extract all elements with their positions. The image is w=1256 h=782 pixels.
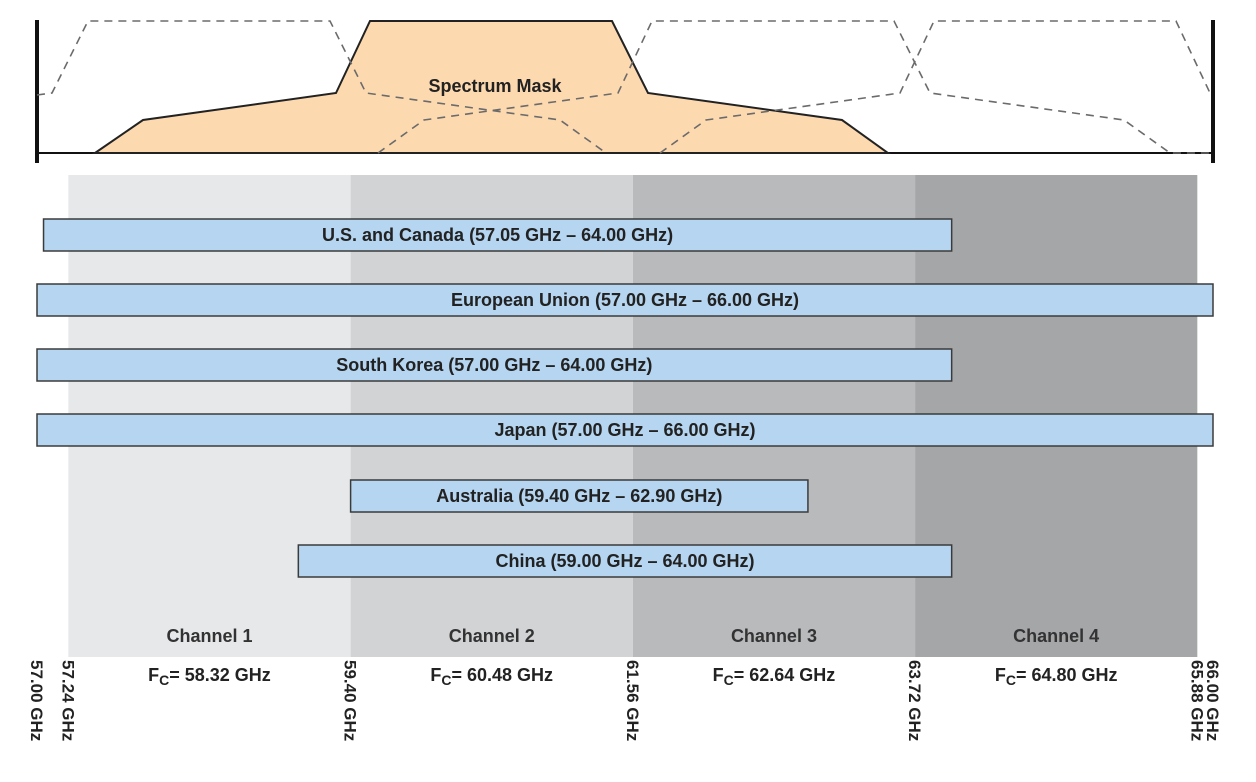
tick-label-63-72: 63.72 GHz [905, 660, 924, 741]
fc-value: = 64.80 GHz [1016, 665, 1118, 685]
regional-allocations: U.S. and Canada (57.05 GHz – 64.00 GHz) E… [36, 218, 1214, 578]
adjacent-channel-masks [36, 20, 1213, 154]
tick-label-59-40: 59.40 GHz [341, 660, 360, 741]
frequency-ticks: 57.00 GHz 57.24 GHz 59.40 GHz 61.56 GHz 63.7… [27, 660, 1222, 741]
region-bar-u-s-and-canada [42, 218, 953, 252]
region-bar-china [297, 544, 953, 578]
channel-3-dashed-mask [377, 20, 1213, 154]
spectrum-mask-label: Spectrum Mask [428, 76, 562, 96]
channel-2-label: Channel 2 [449, 626, 535, 646]
fc-subscript: C [1006, 672, 1016, 688]
channel-3-center-frequency: FC= 62.64 GHz [713, 665, 836, 688]
channel-4-label: Channel 4 [1013, 626, 1099, 646]
fc-subscript: C [724, 672, 734, 688]
fc-subscript: C [441, 672, 451, 688]
region-bar-south-korea [36, 348, 953, 382]
fc-value: = 60.48 GHz [452, 665, 554, 685]
spectrum-mask-shape [91, 20, 892, 154]
tick-label-57-00: 57.00 GHz [27, 660, 46, 741]
spectrum-mask-area: Spectrum Mask [35, 20, 1215, 163]
region-label-u-s-and-canada: U.S. and Canada (57.05 GHz – 64.00 GHz) [322, 225, 673, 245]
channel-4-dashed-mask [659, 20, 1211, 154]
fc-prefix: F [995, 665, 1006, 685]
region-label-european-union: European Union (57.00 GHz – 66.00 GHz) [451, 290, 799, 310]
tick-label-65-88: 65.88 GHz [1187, 660, 1206, 741]
region-bar-european-union [36, 283, 1214, 317]
tick-label-57-24: 57.24 GHz [58, 660, 77, 741]
region-bar-japan [36, 413, 1214, 447]
channel-2-center-frequency: FC= 60.48 GHz [430, 665, 553, 688]
fc-prefix: F [430, 665, 441, 685]
channel-1-label: Channel 1 [166, 626, 252, 646]
channel-4-center-frequency: FC= 64.80 GHz [995, 665, 1118, 688]
channel-1-center-frequency: FC= 58.32 GHz [148, 665, 271, 688]
fc-subscript: C [159, 672, 169, 688]
region-label-china: China (59.00 GHz – 64.00 GHz) [495, 551, 754, 571]
region-label-south-korea: South Korea (57.00 GHz – 64.00 GHz) [336, 355, 652, 375]
tick-label-66-00: 66.00 GHz [1203, 660, 1222, 741]
region-label-australia: Australia (59.40 GHz – 62.90 GHz) [436, 486, 722, 506]
channel-3-label: Channel 3 [731, 626, 817, 646]
region-label-japan: Japan (57.00 GHz – 66.00 GHz) [494, 420, 755, 440]
tick-label-61-56: 61.56 GHz [623, 660, 642, 741]
fc-prefix: F [148, 665, 159, 685]
fc-prefix: F [713, 665, 724, 685]
channel-1-dashed-mask [36, 20, 607, 154]
fc-value: = 62.64 GHz [734, 665, 836, 685]
fc-value: = 58.32 GHz [169, 665, 271, 685]
region-bar-australia [349, 479, 809, 513]
